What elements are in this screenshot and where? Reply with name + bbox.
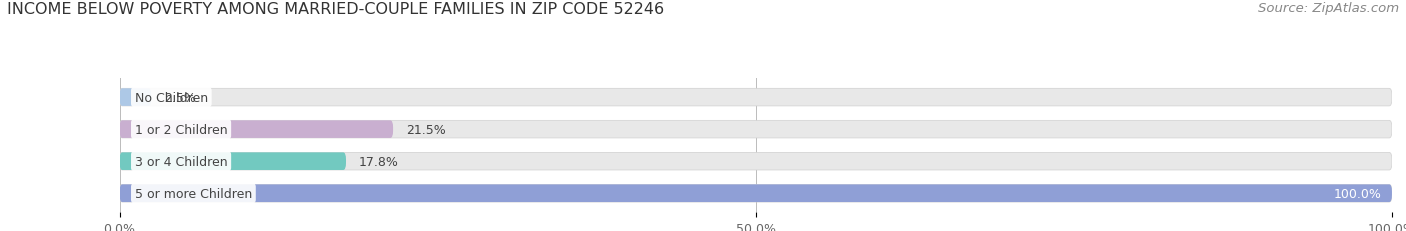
FancyBboxPatch shape: [120, 185, 1392, 202]
Text: Source: ZipAtlas.com: Source: ZipAtlas.com: [1258, 2, 1399, 15]
FancyBboxPatch shape: [120, 153, 346, 170]
Text: INCOME BELOW POVERTY AMONG MARRIED-COUPLE FAMILIES IN ZIP CODE 52246: INCOME BELOW POVERTY AMONG MARRIED-COUPL…: [7, 2, 664, 17]
FancyBboxPatch shape: [120, 89, 152, 106]
Text: No Children: No Children: [135, 91, 208, 104]
Text: 100.0%: 100.0%: [1334, 187, 1382, 200]
Text: 21.5%: 21.5%: [406, 123, 446, 136]
Text: 17.8%: 17.8%: [359, 155, 399, 168]
Text: 3 or 4 Children: 3 or 4 Children: [135, 155, 228, 168]
FancyBboxPatch shape: [120, 185, 1392, 202]
FancyBboxPatch shape: [120, 89, 1392, 106]
FancyBboxPatch shape: [120, 153, 1392, 170]
Text: 1 or 2 Children: 1 or 2 Children: [135, 123, 228, 136]
FancyBboxPatch shape: [120, 121, 394, 138]
FancyBboxPatch shape: [120, 121, 1392, 138]
Text: 5 or more Children: 5 or more Children: [135, 187, 252, 200]
Text: 2.5%: 2.5%: [165, 91, 195, 104]
